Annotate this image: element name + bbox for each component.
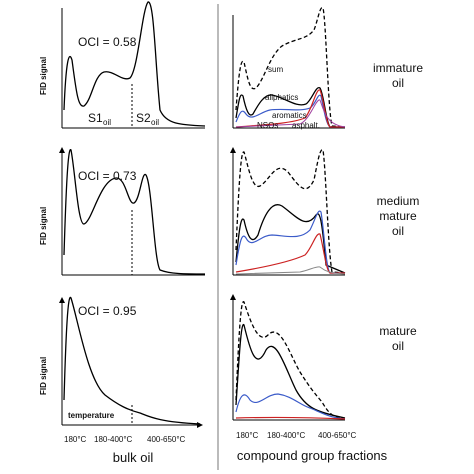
panel-label: mature — [379, 324, 417, 338]
y-label: FID signal — [39, 57, 48, 95]
s2: S2 — [136, 111, 151, 125]
x-tick: 180-400°C — [94, 435, 133, 444]
x-tick: 400-650°C — [147, 435, 186, 444]
panel-label: oil — [392, 76, 404, 90]
s2-sub: oil — [151, 118, 159, 127]
bulk-panel: FID signal OCI = 0.73 — [39, 147, 206, 276]
caption: compound group fractions — [237, 448, 388, 463]
fraction-panel: 180°C 180-400°C 400-650°C compound group… — [230, 294, 417, 463]
panel-label: oil — [392, 339, 404, 353]
panel-label: oil — [392, 224, 404, 238]
legend-asphalt: asphalt. — [292, 121, 320, 130]
legend-sum: sum — [268, 65, 283, 74]
fraction-panel: sum aliphatics aromatics NSOs asphalt. i… — [232, 7, 423, 130]
s1: S1 — [88, 111, 103, 125]
x-tick: 180°C — [236, 431, 259, 440]
oci: OCI = 0.73 — [78, 169, 137, 183]
y-label: FID signal — [39, 207, 48, 245]
y-label: FID signal — [39, 357, 48, 395]
bulk-panel: FID signal OCI = 0.95 temperature 180°C … — [39, 296, 203, 465]
x-tick: 180-400°C — [267, 431, 306, 440]
bulk-panel: FID signal OCI = 0.58 S1 oil S2 oil — [39, 1, 206, 129]
x-tick: 400-650°C — [318, 431, 357, 440]
fraction-panel: medium mature oil — [230, 147, 420, 276]
oci: OCI = 0.95 — [78, 304, 137, 318]
x-tick: 180°C — [64, 435, 87, 444]
caption: bulk oil — [113, 450, 154, 465]
legend-aromatics: aromatics — [272, 111, 307, 120]
panel-label: mature — [379, 209, 417, 223]
legend-nsos: NSOs — [257, 121, 278, 130]
panel-label: medium — [377, 194, 420, 208]
oci: OCI = 0.58 — [78, 35, 137, 49]
legend-aliphatics: aliphatics — [265, 93, 298, 102]
x-label: temperature — [68, 411, 115, 420]
panel-label: immature — [373, 61, 423, 75]
s1-sub: oil — [103, 118, 111, 127]
